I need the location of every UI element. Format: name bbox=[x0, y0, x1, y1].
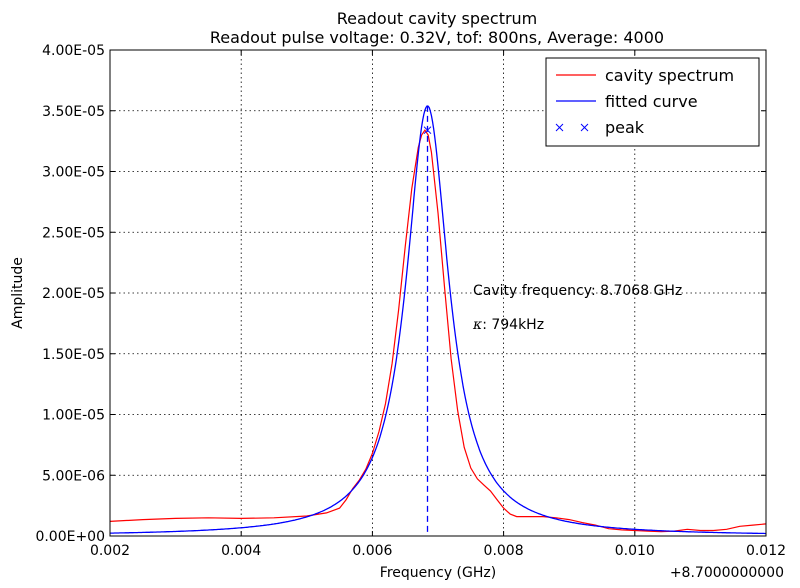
legend-swatch-peak bbox=[555, 123, 589, 132]
x-tick-label: 0.010 bbox=[615, 543, 655, 559]
peak-marker bbox=[423, 126, 432, 135]
grid bbox=[110, 50, 766, 536]
y-axis: 0.00E+00 5.00E-06 1.00E-05 1.50E-05 2.00E-05… bbox=[35, 43, 766, 545]
y-tick-label: 2.50E-05 bbox=[42, 225, 105, 241]
kappa-symbol: κ bbox=[472, 317, 482, 333]
x-tick-label: 0.008 bbox=[484, 543, 524, 559]
legend-label-peak: peak bbox=[605, 118, 645, 137]
x-tick-label: 0.002 bbox=[90, 543, 130, 559]
plot-area bbox=[109, 105, 767, 536]
y-tick-label: 3.50E-05 bbox=[42, 104, 105, 120]
chart-subtitle: Readout pulse voltage: 0.32V, tof: 800ns… bbox=[210, 28, 664, 47]
legend: cavity spectrum fitted curve peak bbox=[545, 57, 760, 147]
annotation-kappa: κ: 794kHz bbox=[472, 317, 544, 333]
x-tick-label: 0.006 bbox=[352, 543, 392, 559]
chart-title: Readout cavity spectrum bbox=[337, 9, 538, 28]
x-axis-label: Frequency (GHz) bbox=[380, 565, 496, 581]
series-fitted-curve bbox=[110, 105, 766, 535]
legend-box bbox=[545, 57, 760, 147]
x-axis: 0.002 0.004 0.006 0.008 0.010 0.012 bbox=[90, 50, 786, 559]
kappa-value: : 794kHz bbox=[482, 317, 544, 333]
x-tick-label: 0.004 bbox=[221, 543, 261, 559]
y-tick-label: 2.00E-05 bbox=[42, 286, 105, 302]
y-tick-label: 1.00E-05 bbox=[42, 408, 105, 424]
y-tick-label: 5.00E-06 bbox=[42, 468, 105, 484]
annotation-cavity-frequency: Cavity frequency: 8.7068 GHz bbox=[473, 283, 682, 299]
y-tick-label: 4.00E-05 bbox=[42, 43, 105, 59]
x-offset-label: +8.7000000000 bbox=[670, 565, 784, 581]
legend-label-fitted-curve: fitted curve bbox=[605, 92, 698, 111]
y-tick-label: 3.00E-05 bbox=[42, 165, 105, 181]
y-tick-label: 1.50E-05 bbox=[42, 347, 105, 363]
x-tick-label: 0.012 bbox=[746, 543, 786, 559]
series-cavity-spectrum bbox=[109, 129, 767, 533]
y-axis-label: Amplitude bbox=[10, 257, 26, 329]
y-tick-label: 0.00E+00 bbox=[35, 529, 105, 545]
legend-label-cavity-spectrum: cavity spectrum bbox=[605, 66, 734, 85]
